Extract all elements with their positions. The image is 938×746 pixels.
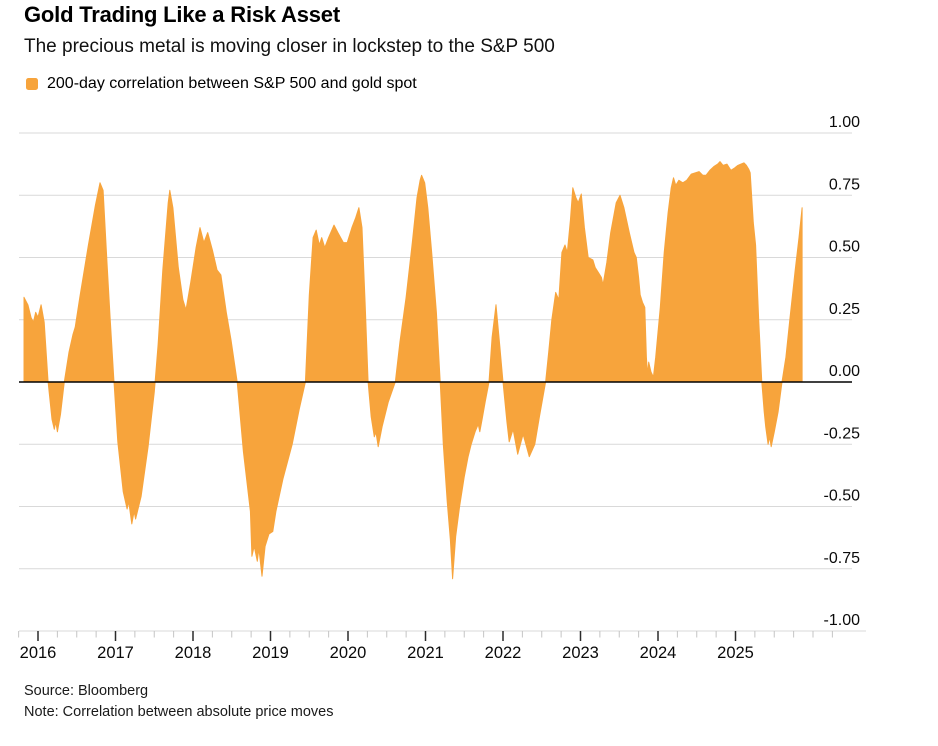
y-axis-label: 1.00 <box>829 114 860 131</box>
note-line: Note: Correlation between absolute price… <box>24 704 334 720</box>
y-axis-label: 0.00 <box>829 363 860 380</box>
y-axis-label: -0.75 <box>824 550 861 567</box>
y-axis-label: -0.50 <box>824 488 861 505</box>
x-axis-label: 2023 <box>562 644 599 662</box>
x-axis-label: 2018 <box>175 644 212 662</box>
y-axis-label: 0.50 <box>829 239 860 256</box>
x-axis-label: 2016 <box>20 644 57 662</box>
x-axis-label: 2024 <box>640 644 677 662</box>
y-axis-label: -1.00 <box>824 612 861 629</box>
legend-swatch-icon <box>26 78 38 90</box>
x-axis-label: 2025 <box>717 644 754 662</box>
chart-subtitle: The precious metal is moving closer in l… <box>24 36 555 57</box>
legend-label: 200-day correlation between S&P 500 and … <box>47 75 417 92</box>
x-axis-label: 2022 <box>485 644 522 662</box>
y-axis-label: 0.75 <box>829 176 860 193</box>
x-axis-label: 2021 <box>407 644 444 662</box>
x-axis-label: 2019 <box>252 644 289 662</box>
legend: 200-day correlation between S&P 500 and … <box>26 75 417 93</box>
x-axis-label: 2020 <box>330 644 367 662</box>
x-axis-label: 2017 <box>97 644 134 662</box>
y-axis-label: -0.25 <box>824 425 861 442</box>
series-area <box>23 161 803 580</box>
source-line: Source: Bloomberg <box>24 683 149 699</box>
chart-title: Gold Trading Like a Risk Asset <box>24 2 340 27</box>
y-axis-label: 0.25 <box>829 301 860 318</box>
